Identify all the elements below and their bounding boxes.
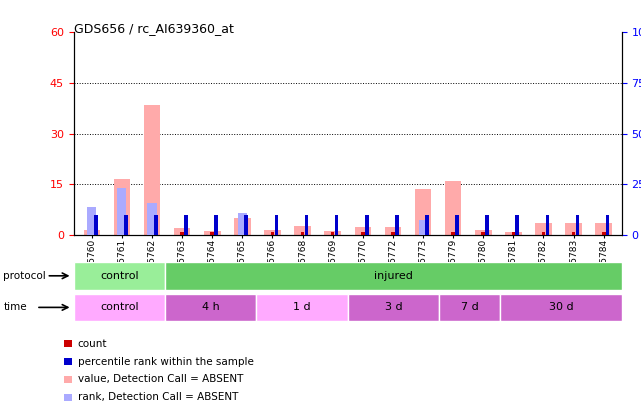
Bar [274, 215, 278, 235]
Bar [124, 215, 128, 235]
Text: 4 h: 4 h [202, 303, 220, 312]
Text: 7 d: 7 d [461, 303, 478, 312]
Bar [144, 105, 160, 235]
FancyBboxPatch shape [165, 294, 256, 321]
Bar [117, 188, 126, 235]
Bar [515, 215, 519, 235]
FancyBboxPatch shape [256, 294, 347, 321]
Bar [324, 231, 341, 235]
Text: count: count [78, 339, 107, 349]
Bar [481, 232, 485, 235]
Bar [419, 220, 428, 235]
FancyBboxPatch shape [500, 294, 622, 321]
Text: GDS656 / rc_AI639360_at: GDS656 / rc_AI639360_at [74, 22, 233, 35]
Bar [94, 215, 97, 235]
FancyBboxPatch shape [74, 294, 165, 321]
Text: control: control [100, 271, 138, 281]
Bar [174, 228, 190, 235]
Bar [214, 215, 218, 235]
Bar [234, 218, 251, 235]
Bar [180, 232, 184, 235]
Bar [271, 232, 274, 235]
Bar [385, 228, 401, 235]
Bar [244, 215, 248, 235]
Bar [264, 230, 281, 235]
Text: time: time [3, 303, 27, 312]
FancyBboxPatch shape [165, 262, 622, 290]
Bar [83, 230, 100, 235]
Bar [90, 232, 94, 235]
Bar [565, 223, 582, 235]
Bar [445, 181, 462, 235]
Bar [595, 223, 612, 235]
Bar [576, 215, 579, 235]
Bar [154, 215, 158, 235]
Bar [535, 223, 552, 235]
Bar [451, 232, 455, 235]
Bar [545, 215, 549, 235]
Bar [238, 213, 247, 235]
Bar [335, 215, 338, 235]
Bar [147, 202, 156, 235]
Bar [120, 232, 124, 235]
Bar [301, 232, 304, 235]
Bar [606, 215, 610, 235]
Bar [572, 232, 576, 235]
Bar [294, 226, 311, 235]
Bar [331, 232, 335, 235]
Bar [365, 215, 369, 235]
Text: 30 d: 30 d [549, 303, 573, 312]
Text: percentile rank within the sample: percentile rank within the sample [78, 357, 253, 367]
Bar [204, 231, 221, 235]
Text: protocol: protocol [3, 271, 46, 281]
Bar [542, 232, 545, 235]
Bar [425, 215, 429, 235]
Text: control: control [100, 303, 138, 312]
Bar [210, 232, 214, 235]
Text: injured: injured [374, 271, 413, 281]
FancyBboxPatch shape [347, 294, 439, 321]
Bar [505, 232, 522, 235]
Bar [150, 232, 154, 235]
FancyBboxPatch shape [74, 262, 165, 290]
Bar [240, 232, 244, 235]
FancyBboxPatch shape [439, 294, 500, 321]
Bar [421, 232, 425, 235]
Bar [113, 179, 130, 235]
Bar [512, 232, 515, 235]
Bar [304, 215, 308, 235]
Bar [395, 215, 399, 235]
Bar [455, 215, 459, 235]
Bar [391, 232, 395, 235]
Bar [602, 232, 606, 235]
Bar [184, 215, 188, 235]
Bar [361, 232, 365, 235]
Bar [354, 228, 371, 235]
Text: value, Detection Call = ABSENT: value, Detection Call = ABSENT [78, 375, 243, 384]
Bar [87, 207, 96, 235]
Text: 1 d: 1 d [294, 303, 311, 312]
Bar [415, 190, 431, 235]
Text: 3 d: 3 d [385, 303, 402, 312]
Bar [485, 215, 489, 235]
Bar [475, 230, 492, 235]
Text: rank, Detection Call = ABSENT: rank, Detection Call = ABSENT [78, 392, 238, 402]
